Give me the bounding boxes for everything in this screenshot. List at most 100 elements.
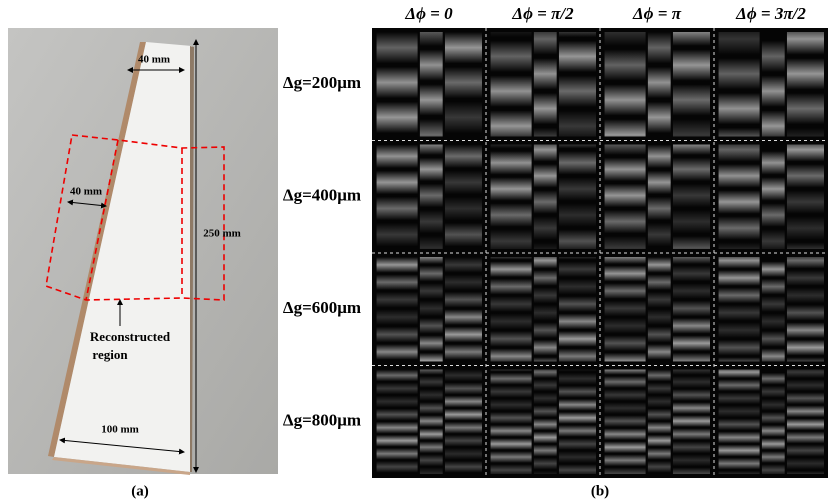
fringe-band: [761, 372, 785, 385]
fringe-band: [672, 209, 710, 234]
fringe-image: [490, 369, 596, 474]
fringe-band: [786, 322, 824, 338]
fringe-band: [718, 304, 760, 321]
fringe-band: [490, 369, 532, 372]
fringe-band: [558, 32, 596, 38]
fringe-band: [672, 144, 710, 155]
fringe-band: [718, 405, 760, 418]
fringe-band: [761, 313, 785, 330]
fringe-band: [444, 382, 482, 395]
fringe-band: [719, 484, 760, 496]
fringe-band: [444, 369, 482, 382]
fringe-band: [419, 335, 443, 352]
fringe-band: [419, 402, 443, 414]
fringe-band: [761, 385, 785, 398]
fringes: [490, 369, 596, 474]
fringe-band: [786, 379, 824, 392]
fringe-band: [444, 144, 482, 169]
fringe-band: [786, 357, 824, 362]
fringe-band: [490, 203, 532, 227]
fringe-band: [604, 157, 646, 182]
fringe-band: [419, 454, 443, 467]
fringe-band: [444, 170, 482, 195]
fringe-band: [786, 457, 824, 470]
fringe-band: [533, 216, 557, 240]
fringe-band: [647, 408, 671, 421]
fringe-band: [761, 451, 785, 463]
fringe-band: [558, 296, 596, 312]
fringe-band: [490, 40, 532, 73]
fringe-band: [444, 66, 482, 99]
fringe-band: [533, 242, 557, 249]
fringes: [490, 144, 596, 249]
fringe-band: [533, 405, 557, 418]
fringe-band: [376, 170, 418, 195]
fringe-band: [761, 261, 785, 278]
fringe-band: [490, 151, 532, 175]
fringe-band: [718, 418, 760, 431]
fringe-image: [376, 32, 482, 137]
fringe-band: [786, 216, 824, 240]
fringe-band: [558, 369, 596, 372]
fringe-image: [718, 32, 824, 137]
fringe-band: [672, 441, 710, 454]
fringe-band: [673, 481, 711, 493]
fringe-band: [376, 344, 418, 360]
fringe-band: [419, 441, 443, 454]
fringe-image: [490, 32, 596, 137]
dimension-label: 100 mm: [101, 424, 139, 436]
fringe-band: [604, 402, 646, 414]
fringe-band: [558, 75, 596, 107]
fringe-band: [718, 431, 760, 444]
fringe-band: [718, 242, 760, 249]
fringe-band: [787, 484, 825, 496]
fringe-band: [647, 447, 671, 460]
fringe-band: [761, 40, 785, 73]
fringe-band: [761, 203, 785, 227]
fringe-band: [558, 348, 596, 362]
fringe-band: [672, 317, 710, 334]
fringe-band: [718, 257, 760, 269]
fringe-band: [786, 392, 824, 405]
fringes: [376, 369, 482, 493]
fringe-band: [647, 326, 671, 343]
fringe-image: [376, 369, 482, 493]
fringe-band: [558, 229, 596, 249]
fringe-band: [647, 32, 671, 64]
fringes: [718, 32, 824, 137]
fringe-band: [533, 322, 557, 338]
fringe-band: [490, 411, 532, 424]
fringe-band: [762, 477, 785, 489]
fringe-band: [672, 467, 710, 474]
fringe-band: [605, 481, 646, 493]
fringe-band: [718, 127, 760, 137]
fringe-band: [558, 411, 596, 424]
fringe-band: [419, 283, 443, 299]
fringe-band: [376, 309, 418, 325]
fringe-band: [718, 144, 760, 162]
fringe-band: [376, 369, 418, 382]
row-label: Δg=200μm: [283, 73, 361, 92]
fringe-band: [761, 229, 785, 249]
fringe-band: [490, 278, 532, 295]
fringe-band: [786, 405, 824, 418]
fringe-band: [761, 411, 785, 424]
fringe-band: [376, 222, 418, 247]
fringes: [490, 32, 596, 137]
fringe-band: [444, 32, 482, 64]
fringe-band: [420, 481, 443, 493]
fringe-band: [761, 331, 785, 347]
fringe-band: [647, 222, 671, 247]
fringe-band: [533, 144, 557, 162]
column-header: Δϕ = 0: [404, 4, 453, 23]
fringe-band: [672, 428, 710, 441]
fringe-band: [419, 49, 443, 81]
fringe-band: [647, 369, 671, 382]
fringe-band: [533, 418, 557, 431]
fringe-band: [672, 157, 710, 182]
fringe-band: [558, 385, 596, 398]
fringe-band: [419, 415, 443, 427]
caption: (a): [131, 483, 149, 499]
fringe-band: [604, 257, 646, 264]
fringe-band: [761, 425, 785, 437]
